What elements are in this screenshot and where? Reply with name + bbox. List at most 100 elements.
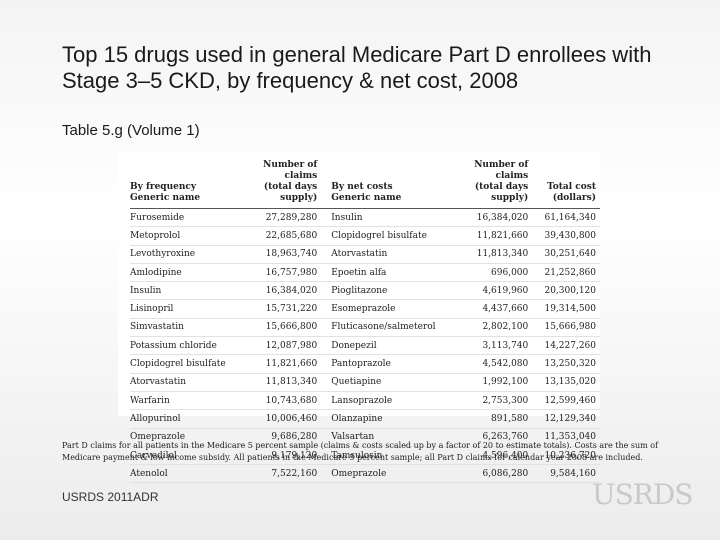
table-cell: 21,252,860 bbox=[532, 263, 600, 283]
table-cell: 12,599,460 bbox=[532, 391, 600, 411]
table-cell: 9,584,160 bbox=[532, 464, 600, 484]
table-row: Atorvastatin 11,813,340 Quetiapine 1,992,10… bbox=[130, 373, 600, 392]
table-cell: 1,992,100 bbox=[452, 373, 533, 392]
table-cell: Fluticasone/salmeterol bbox=[321, 318, 453, 338]
table-cell: Lisinopril bbox=[130, 299, 242, 319]
table-cell: Warfarin bbox=[130, 391, 242, 411]
footer: USRDS 2011ADR bbox=[62, 490, 159, 504]
table-body: Furosemide 27,289,280 Insulin 16,384,020 61,… bbox=[130, 208, 600, 484]
table-cell: 11,813,340 bbox=[241, 373, 322, 392]
table-cell: Lansoprazole bbox=[321, 391, 453, 411]
table-panel: By frequency Generic name Number of claim… bbox=[118, 152, 600, 484]
table-cell: 11,821,660 bbox=[241, 354, 322, 374]
table-cell: 18,963,740 bbox=[241, 245, 322, 264]
footnote: Part D claims for all patients in the Me… bbox=[62, 441, 659, 462]
header-row: By frequency Generic name Number of claim… bbox=[130, 160, 600, 209]
table-cell: 39,430,800 bbox=[532, 226, 600, 246]
table-cell: 61,164,340 bbox=[532, 208, 600, 228]
table-cell: 2,753,300 bbox=[452, 391, 533, 411]
table-cell: 696,000 bbox=[452, 263, 533, 283]
table-cell: 27,289,280 bbox=[241, 208, 322, 228]
table-cell: 9,179,120 bbox=[241, 446, 322, 466]
table-row: Carvedilol 9,179,120 Tamsulosin 4,596,400 10… bbox=[130, 446, 600, 466]
column-header: Total cost (dollars) bbox=[532, 160, 600, 209]
table-row: Atenolol 7,522,160 Omeprazole 6,086,280 9,58… bbox=[130, 464, 600, 484]
table-cell: Quetiapine bbox=[321, 373, 453, 392]
table-cell: Tamsulosin bbox=[321, 446, 453, 466]
table-cell: 10,743,680 bbox=[241, 391, 322, 411]
table-cell: 4,542,080 bbox=[452, 354, 533, 374]
column-header: Number of claims (total days supply) bbox=[452, 160, 533, 209]
table-cell: 6,263,760 bbox=[452, 428, 533, 447]
column-header: By net costs Generic name bbox=[321, 160, 453, 209]
table-cell: 4,596,400 bbox=[452, 446, 533, 466]
table-cell: 16,384,020 bbox=[452, 208, 533, 228]
column-header: Number of claims (total days supply) bbox=[241, 160, 322, 209]
table-cell: 6,086,280 bbox=[452, 464, 533, 484]
table-row: Amlodipine 16,757,980 Epoetin alfa 696,000 2… bbox=[130, 263, 600, 283]
table-cell: 13,135,020 bbox=[532, 373, 600, 392]
table-cell: Atenolol bbox=[130, 464, 242, 484]
table-cell: 19,314,500 bbox=[532, 299, 600, 319]
table-row: Allopurinol 10,006,460 Olanzapine 891,580 12… bbox=[130, 409, 600, 429]
table-cell: Metoprolol bbox=[130, 226, 242, 246]
table-cell: 16,384,020 bbox=[241, 281, 322, 301]
table-row: Omeprazole 9,686,280 Valsartan 6,263,760 11,… bbox=[130, 428, 600, 447]
table-cell: Donepezil bbox=[321, 336, 453, 356]
table-row: Clopidogrel bisulfate 11,821,660 Pantopraz… bbox=[130, 354, 600, 374]
table-cell: Insulin bbox=[321, 208, 453, 228]
table-cell: Clopidogrel bisulfate bbox=[130, 354, 242, 374]
slide-title: Top 15 drugs used in general Medicare Pa… bbox=[62, 42, 652, 93]
table-cell: 16,757,980 bbox=[241, 263, 322, 283]
table-cell: Levothyroxine bbox=[130, 245, 242, 264]
table-row: Lisinopril 15,731,220 Esomeprazole 4,437,66… bbox=[130, 299, 600, 319]
table-cell: 7,522,160 bbox=[241, 464, 322, 484]
table-cell: 15,731,220 bbox=[241, 299, 322, 319]
table-cell: 14,227,260 bbox=[532, 336, 600, 356]
table-cell: 10,236,720 bbox=[532, 446, 600, 466]
table-cell: 10,006,460 bbox=[241, 409, 322, 429]
table-row: Warfarin 10,743,680 Lansoprazole 2,753,300 1… bbox=[130, 391, 600, 411]
table-cell: Pioglitazone bbox=[321, 281, 453, 301]
drug-table: By frequency Generic name Number of claim… bbox=[130, 160, 600, 484]
table-cell: 22,685,680 bbox=[241, 226, 322, 246]
table-cell: 13,250,320 bbox=[532, 354, 600, 374]
table-cell: Atorvastatin bbox=[130, 373, 242, 392]
table-cell: Omeprazole bbox=[321, 464, 453, 484]
table-cell: Omeprazole bbox=[130, 428, 242, 447]
table-cell: Pantoprazole bbox=[321, 354, 453, 374]
table-cell: 30,251,640 bbox=[532, 245, 600, 264]
table-cell: 20,300,120 bbox=[532, 281, 600, 301]
table-cell: Simvastatin bbox=[130, 318, 242, 338]
column-header: By frequency Generic name bbox=[130, 160, 242, 209]
table-cell: Esomeprazole bbox=[321, 299, 453, 319]
table-cell: 3,113,740 bbox=[452, 336, 533, 356]
table-cell: 11,813,340 bbox=[452, 245, 533, 264]
table-cell: Valsartan bbox=[321, 428, 453, 447]
table-cell: Epoetin alfa bbox=[321, 263, 453, 283]
table-cell: Olanzapine bbox=[321, 409, 453, 429]
table-row: Metoprolol 22,685,680 Clopidogrel bisulfat… bbox=[130, 226, 600, 246]
table-cell: 12,087,980 bbox=[241, 336, 322, 356]
table-cell: 2,802,100 bbox=[452, 318, 533, 338]
table-cell: Clopidogrel bisulfate bbox=[321, 226, 453, 246]
table-cell: 11,353,040 bbox=[532, 428, 600, 447]
table-cell: Carvedilol bbox=[130, 446, 242, 466]
table-cell: Allopurinol bbox=[130, 409, 242, 429]
table-row: Furosemide 27,289,280 Insulin 16,384,020 61,… bbox=[130, 208, 600, 228]
table-cell: Insulin bbox=[130, 281, 242, 301]
table-row: Simvastatin 15,666,800 Fluticasone/salmete… bbox=[130, 318, 600, 338]
table-cell: Atorvastatin bbox=[321, 245, 453, 264]
table-cell: Amlodipine bbox=[130, 263, 242, 283]
table-row: Levothyroxine 18,963,740 Atorvastatin 11,81… bbox=[130, 245, 600, 264]
table-cell: 11,821,660 bbox=[452, 226, 533, 246]
table-cell: 9,686,280 bbox=[241, 428, 322, 447]
table-cell: 891,580 bbox=[452, 409, 533, 429]
table-cell: Potassium chloride bbox=[130, 336, 242, 356]
table-row: Potassium chloride 12,087,980 Donepezil 3,1… bbox=[130, 336, 600, 356]
table-cell: 15,666,980 bbox=[532, 318, 600, 338]
table-cell: 12,129,340 bbox=[532, 409, 600, 429]
table-cell: Furosemide bbox=[130, 208, 242, 228]
slide-subtitle: Table 5.g (Volume 1) bbox=[62, 122, 200, 139]
logo: USRDS bbox=[592, 478, 693, 511]
